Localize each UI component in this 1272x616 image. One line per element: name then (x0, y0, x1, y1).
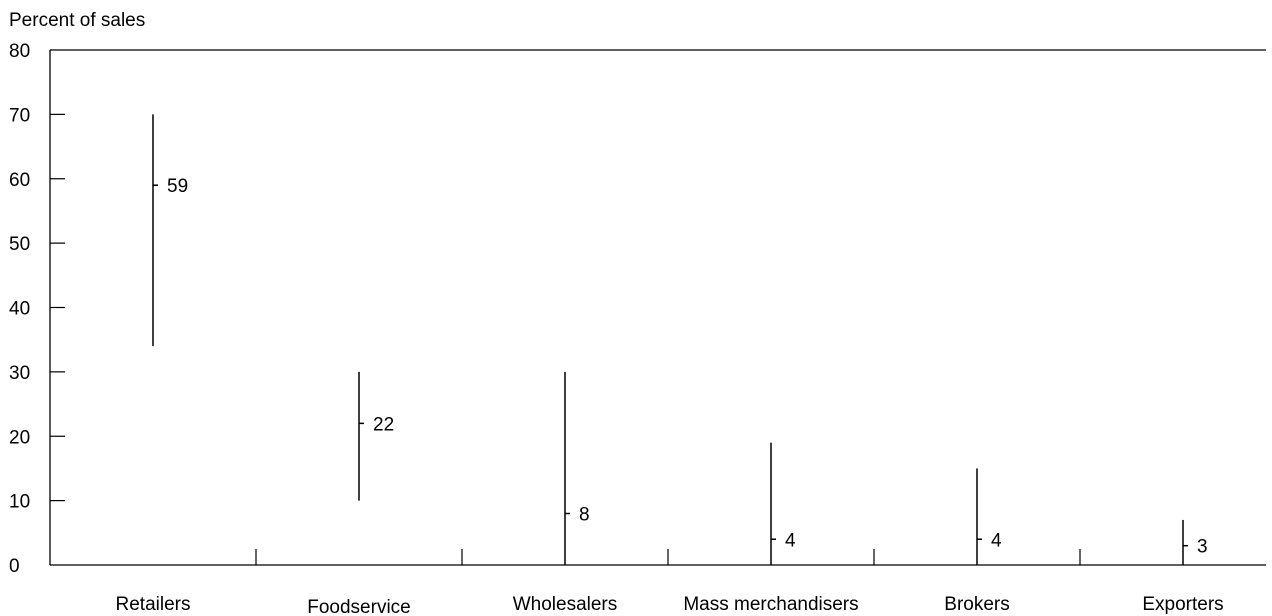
x-tick-label: Foodservice (307, 597, 411, 616)
data-label: 4 (785, 530, 796, 551)
y-tick-label: 60 (9, 170, 30, 191)
y-tick-label: 70 (9, 105, 30, 126)
y-tick-label: 30 (9, 363, 30, 384)
x-tick-label: Brokers (944, 594, 1009, 615)
y-tick-label: 20 (9, 427, 30, 448)
data-label: 3 (1197, 537, 1208, 558)
y-tick-label: 10 (9, 492, 30, 513)
data-label: 8 (579, 505, 590, 526)
data-label: 22 (373, 414, 394, 435)
x-tick-label: Mass merchandisers (683, 594, 858, 615)
x-tick-label: Wholesalers (513, 594, 618, 615)
x-tick-label: Exporters (1142, 594, 1223, 615)
data-label: 4 (991, 530, 1002, 551)
y-axis: 0 10 20 30 40 50 60 70 80 (9, 41, 65, 577)
range-series: 59 22 8 4 4 3 (152, 114, 1208, 565)
y-tick-label: 0 (9, 556, 20, 577)
x-tick-label: Retailers (116, 594, 191, 615)
y-tick-label: 80 (9, 41, 30, 62)
y-tick-label: 40 (9, 299, 30, 320)
y-axis-title: Percent of sales (9, 10, 146, 31)
plot-frame (49, 49, 1266, 566)
data-label: 59 (167, 176, 188, 197)
x-axis: Retailers Foodservice Wholesalers Mass merc… (116, 549, 1224, 616)
y-tick-label: 50 (9, 234, 30, 255)
